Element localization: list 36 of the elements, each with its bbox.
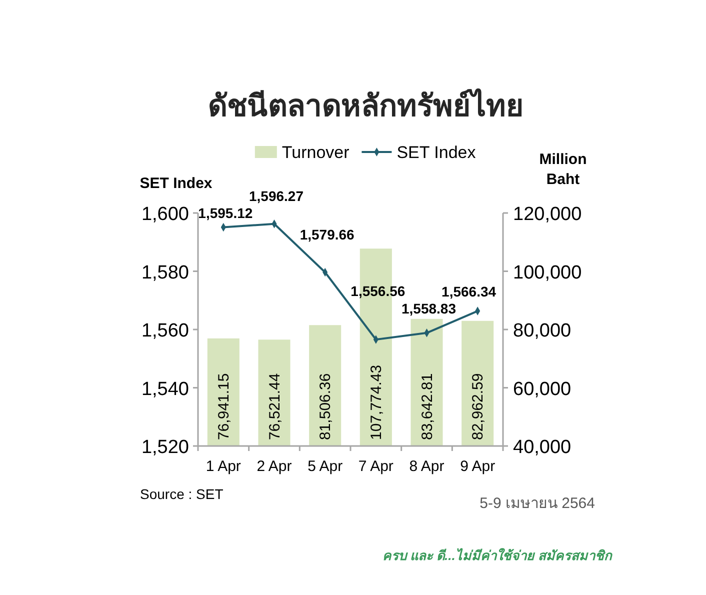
y-tick-label: 1,580 xyxy=(141,262,189,284)
x-tick-label: 5 Apr xyxy=(308,458,343,475)
y-tick-label: 1,520 xyxy=(141,437,189,458)
data-label: 1,579.66 xyxy=(300,226,355,242)
data-label: 1,558.83 xyxy=(402,300,456,317)
data-label: 82,962.59 xyxy=(470,373,487,440)
data-label: 76,521.44 xyxy=(266,373,284,440)
source-note: Source : SET xyxy=(140,486,224,502)
y2-tick-label: 40,000 xyxy=(513,437,572,458)
legend-label: Turnover xyxy=(282,143,350,162)
y2-axis-title: Million Baht xyxy=(539,151,587,188)
y2-tick-label: 60,000 xyxy=(513,378,572,400)
y2-tick-label: 100,000 xyxy=(513,262,582,284)
x-tick-label: 1 Apr xyxy=(206,458,241,475)
y-axis-title: SET Index xyxy=(140,175,213,192)
y-tick-label: 1,600 xyxy=(141,204,189,225)
chart-title: ดัชนีตลาดหลักทรัพย์ไทย xyxy=(208,88,524,124)
x-tick-label: 9 Apr xyxy=(460,458,496,475)
y2-tick-label: 120,000 xyxy=(513,204,582,225)
text: ครบ และ ดี...ไม่มีค่าใช้จ่าย สมัครสมาชิก xyxy=(382,548,613,563)
legend-label: SET Index xyxy=(396,143,476,162)
data-label: 1,566.34 xyxy=(442,284,496,300)
text: 5-9 เมษายน 2564 xyxy=(480,495,595,512)
data-label: 1,556.56 xyxy=(350,282,406,299)
y-tick-label: 1,540 xyxy=(141,378,189,400)
data-label: 1,596.27 xyxy=(249,188,304,204)
x-tick-label: 7 Apr xyxy=(358,458,394,475)
data-label: 107,774.43 xyxy=(368,364,385,440)
y-tick-label: 1,560 xyxy=(141,320,189,342)
data-label: 76,941.15 xyxy=(215,373,232,440)
x-tick-label: 2 Apr xyxy=(256,458,292,475)
data-label: 1,595.12 xyxy=(198,205,253,222)
y2-tick-label: 80,000 xyxy=(513,320,572,342)
data-label: 81,506.36 xyxy=(317,373,334,440)
x-tick-label: 8 Apr xyxy=(409,458,444,475)
data-label: 83,642.81 xyxy=(418,373,436,440)
